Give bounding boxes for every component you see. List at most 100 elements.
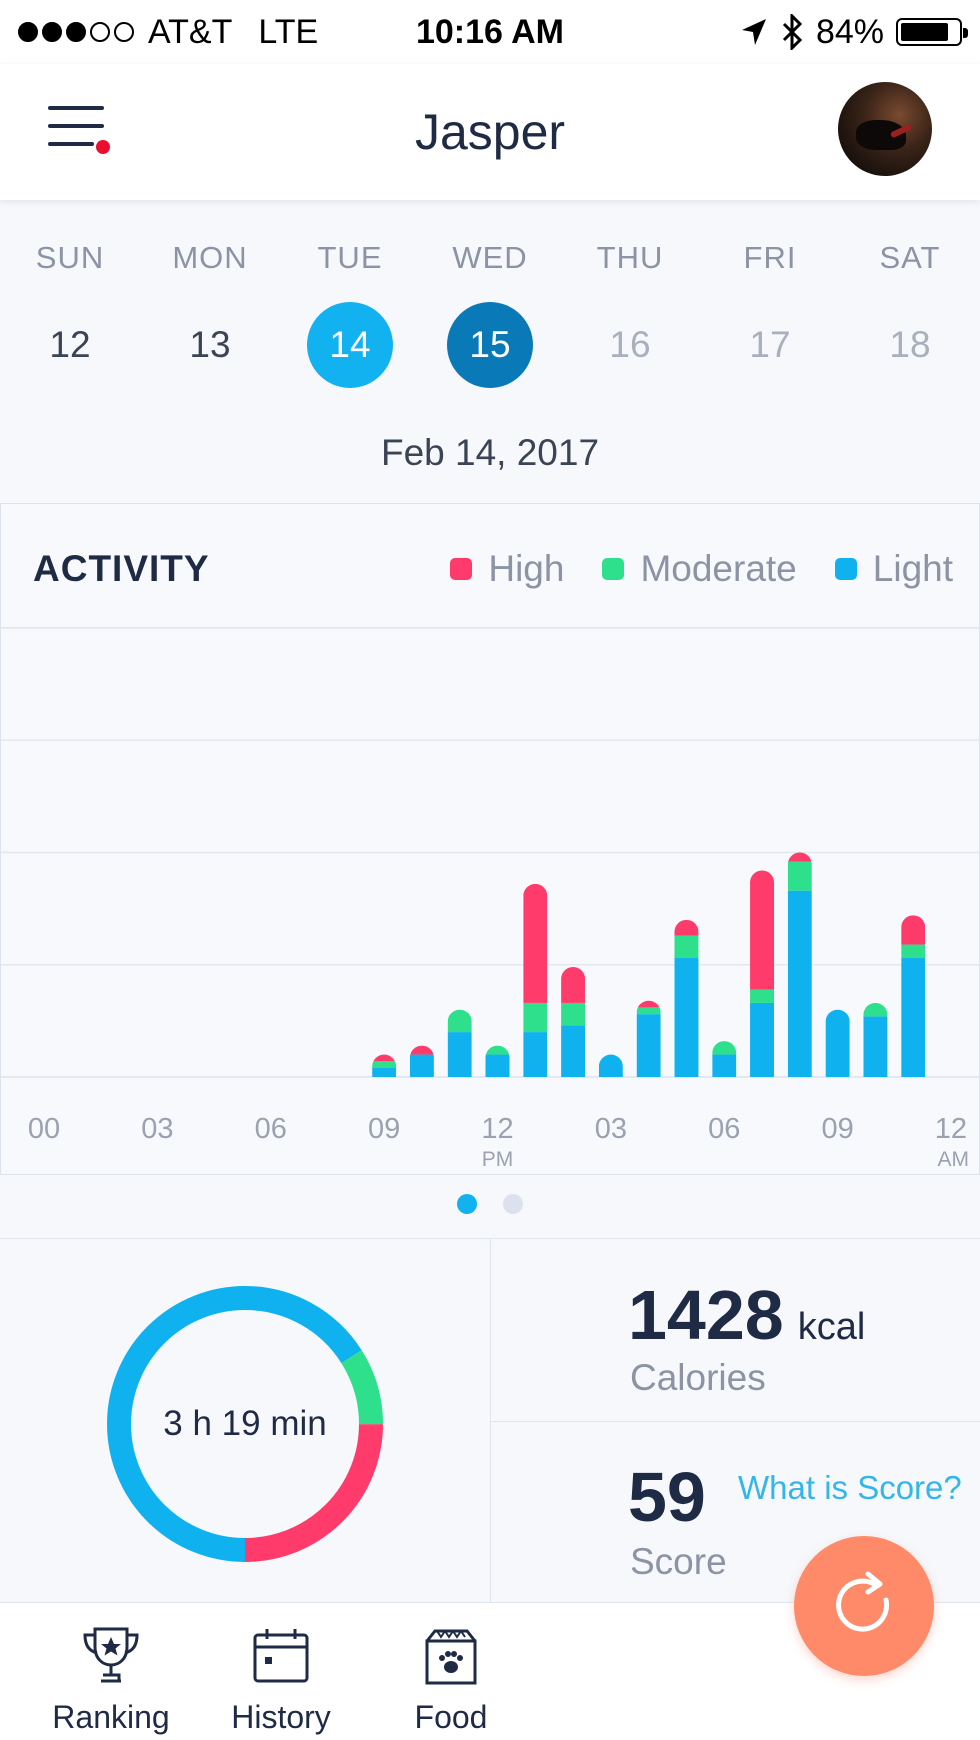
legend-item-light: Light — [834, 548, 953, 590]
bar-segment-light — [485, 1054, 510, 1077]
activity-bar — [674, 919, 699, 1077]
bar-segment-light — [825, 1009, 850, 1077]
activity-bar — [447, 1009, 472, 1077]
week-selector: SUN 12 MON 13 TUE 14 WED 15 THU 16 FRI 17 SAT 18 Feb 1… — [0, 210, 980, 500]
bar-segment-moderate — [447, 1009, 472, 1033]
bar-segment-moderate — [750, 989, 775, 1003]
activity-title: ACTIVITY — [33, 548, 210, 589]
day-number: 14 — [307, 302, 393, 388]
bar-segment-light — [863, 1016, 888, 1077]
legend-label-light: Light — [872, 548, 953, 589]
bar-segment-light — [750, 1002, 775, 1077]
page-dot[interactable] — [503, 1194, 523, 1214]
day-sat[interactable]: SAT 18 — [855, 240, 965, 388]
bar-segment-light — [523, 1032, 548, 1077]
bar-segment-light — [598, 1054, 623, 1077]
x-tick-sublabel: PM — [482, 1148, 514, 1171]
signal-icon — [18, 22, 134, 42]
legend-swatch-light — [834, 558, 857, 580]
bar-segment-light — [787, 890, 812, 1077]
day-name: SUN — [35, 240, 105, 275]
bar-segment-light — [901, 958, 926, 1077]
activity-chart[interactable]: 00 03 06 09 12 PM 03 06 09 12 AM — [1, 628, 979, 1174]
avatar[interactable] — [838, 82, 932, 176]
day-thu[interactable]: THU 16 — [575, 240, 685, 388]
page-dot-active[interactable] — [457, 1194, 477, 1214]
score-value: 59 — [628, 1458, 706, 1536]
menu-button[interactable] — [48, 106, 110, 158]
what-is-score-link[interactable]: What is Score? — [738, 1469, 962, 1506]
chart-legend: High Moderate Light — [450, 548, 953, 590]
x-tick-sublabel: AM — [938, 1148, 970, 1171]
day-name: FRI — [743, 240, 797, 275]
bar-segment-moderate — [636, 1007, 661, 1015]
activity-bar — [372, 1054, 397, 1077]
bar-segment-high — [523, 883, 548, 1003]
bar-segment-high — [561, 966, 586, 1003]
bar-segment-high — [674, 919, 699, 936]
activity-bar — [750, 870, 775, 1077]
day-mon[interactable]: MON 13 — [155, 240, 265, 388]
tab-label-history: History — [231, 1699, 331, 1735]
score-label: Score — [630, 1541, 727, 1582]
day-name: WED — [452, 240, 528, 275]
carrier-label: AT&T — [148, 12, 233, 51]
day-wed[interactable]: WED 15 — [435, 240, 545, 388]
ring-segment-high — [107, 1286, 383, 1562]
bar-segment-light — [636, 1014, 661, 1077]
activity-ring: 3 h 19 min — [100, 1279, 390, 1569]
tab-label-food: Food — [414, 1699, 488, 1735]
bar-segment-moderate — [523, 1002, 548, 1033]
calories-value: 1428 — [628, 1276, 784, 1354]
day-sun[interactable]: SUN 12 — [15, 240, 125, 388]
day-number: 16 — [609, 324, 651, 365]
bar-segment-moderate — [674, 935, 699, 959]
bar-segment-light — [447, 1032, 472, 1077]
x-tick-label: 12 — [935, 1113, 967, 1145]
app-header: Jasper — [0, 64, 980, 200]
bar-segment-moderate — [901, 944, 926, 959]
activity-bar — [901, 915, 926, 1077]
activity-bar — [409, 1045, 434, 1077]
status-bar: AT&T LTE 10:16 AM 84% — [0, 0, 980, 64]
x-tick-label: 03 — [141, 1113, 173, 1145]
activity-bar — [561, 966, 586, 1077]
bar-segment-light — [712, 1054, 737, 1077]
tab-ranking[interactable]: Ranking — [36, 1625, 186, 1736]
day-number: 15 — [447, 302, 533, 388]
day-number: 13 — [189, 324, 231, 365]
tab-food[interactable]: Food — [376, 1625, 526, 1736]
bar-segment-light — [372, 1068, 397, 1077]
refresh-button[interactable] — [794, 1536, 934, 1676]
activity-bar — [825, 1009, 850, 1077]
battery-icon — [896, 18, 968, 46]
x-tick-label: 00 — [28, 1113, 60, 1145]
page-indicator — [0, 1194, 980, 1214]
location-arrow-icon — [741, 19, 766, 45]
activity-bar — [598, 1054, 623, 1077]
bluetooth-icon — [782, 14, 803, 50]
legend-swatch-high — [450, 558, 473, 580]
bar-segment-moderate — [372, 1061, 397, 1069]
bar-segment-high — [750, 870, 775, 990]
legend-swatch-moderate — [602, 558, 625, 580]
day-fri[interactable]: FRI 17 — [715, 240, 825, 388]
bar-segment-high — [787, 852, 812, 862]
bar-segment-light — [409, 1054, 434, 1077]
bar-segment-moderate — [485, 1045, 510, 1055]
calendar-icon — [253, 1629, 309, 1683]
day-number: 18 — [889, 324, 931, 365]
day-tue[interactable]: TUE 14 — [295, 240, 405, 388]
calories-value-group: 1428 kcal — [628, 1275, 865, 1355]
tab-history[interactable]: History — [206, 1625, 356, 1736]
bar-segment-high — [636, 1000, 661, 1008]
day-name: MON — [172, 240, 248, 275]
legend-label-moderate: Moderate — [640, 548, 797, 589]
activity-bar — [636, 1000, 661, 1077]
bar-segment-high — [372, 1054, 397, 1062]
activity-bar — [523, 883, 548, 1077]
day-name: TUE — [317, 240, 383, 275]
notification-dot — [96, 140, 110, 154]
x-tick-label: 06 — [255, 1113, 287, 1145]
x-tick-label: 09 — [821, 1113, 853, 1145]
